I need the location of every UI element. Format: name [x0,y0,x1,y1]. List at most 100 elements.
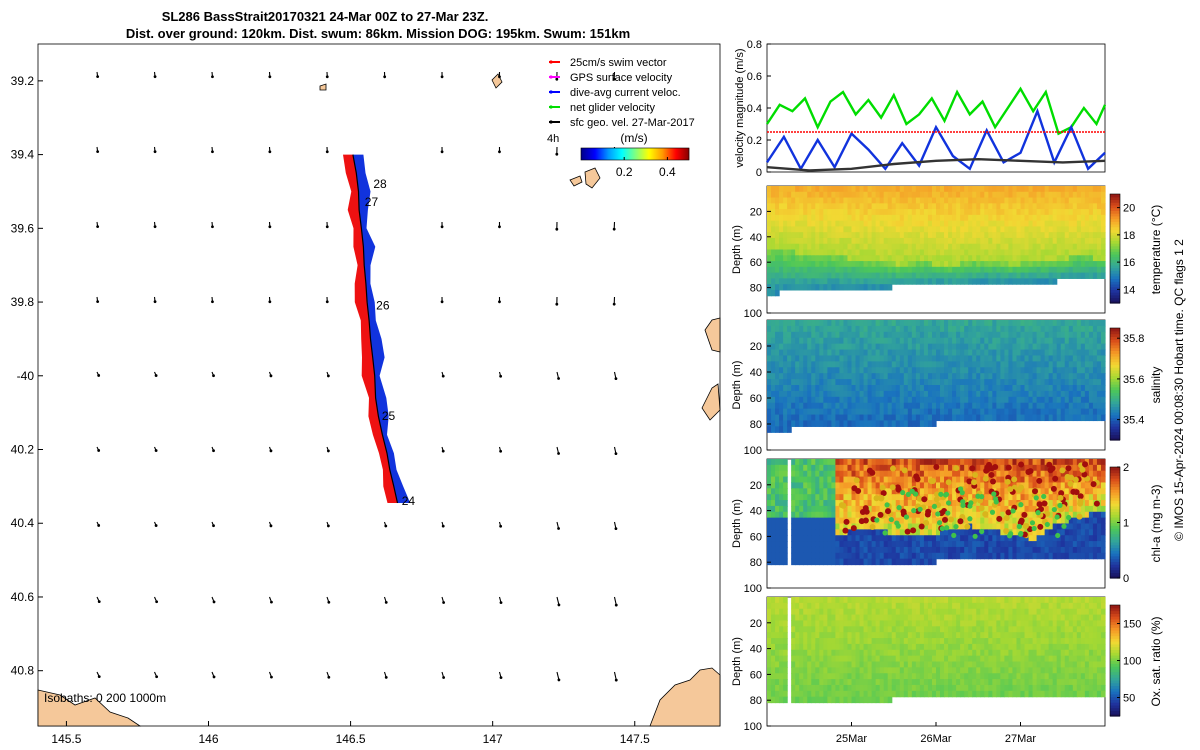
heatmap-cell [891,343,897,351]
heatmap-cell [835,237,841,245]
heatmap-cell [863,396,869,404]
geo-vector-head [384,600,388,604]
heatmap-cell [1060,320,1066,327]
heatmap-cell [1076,249,1082,256]
heatmap-cell [960,249,965,256]
heatmap-cell [919,476,925,484]
heatmap-cell [944,361,949,368]
heatmap-cell [1036,191,1042,199]
heatmap-cell [791,482,796,489]
heatmap-cell [956,343,961,351]
heatmap-cell [795,390,800,398]
heatmap-cell [831,500,836,507]
heatmap-cell [992,511,997,519]
heatmap-cell [915,420,921,427]
heatmap-cell [1080,367,1086,374]
heatmap-cell [931,337,937,345]
colorbar-cell [673,148,675,160]
heatmap-cell [1020,379,1026,386]
heatmap-cell [1084,494,1090,501]
heatmap-cell [948,191,953,199]
colorbar-cell [1110,431,1120,435]
heatmap-cell [839,535,845,542]
heatmap-cell [835,255,841,262]
heatmap-cell [948,325,953,333]
heatmap-cell [783,379,788,386]
heatmap-cell [779,237,784,245]
heatmap-cell [1056,226,1062,233]
heatmap-cell [1076,349,1082,357]
heatmap-cell [879,402,885,410]
bloom-sample [1036,501,1043,508]
heatmap-cell [923,546,929,554]
heatmap-cell [1040,203,1046,210]
heatmap-cell [907,337,913,345]
heatmap-cell [803,220,808,228]
lat-tick-label: 40.8 [11,664,35,678]
heatmap-cell [1020,390,1026,398]
heatmap-cell [919,500,925,507]
heatmap-cell [988,523,993,530]
heatmap-cell [1008,500,1014,507]
heatmap-cell [976,373,981,380]
heatmap-cell [775,272,780,279]
heatmap-cell [847,355,853,362]
colorbar-cell [674,148,676,160]
heatmap-cell [1012,459,1018,466]
heatmap-cell [964,237,969,245]
heatmap-cell [883,390,889,398]
heatmap-cell [911,402,917,410]
colorbar-cell [658,148,660,160]
geo-vector-head [612,77,616,81]
heatmap-cell [1100,367,1106,374]
heatmap-cell [1020,349,1026,357]
heatmap-cell [907,355,913,362]
heatmap-cell [1036,535,1042,542]
heatmap-cell [1012,464,1018,472]
heatmap-cell [803,249,808,256]
heatmap-cell [1036,343,1042,351]
heatmap-cell [907,385,913,392]
heatmap-cell [875,459,881,466]
heatmap-cell [1092,331,1098,339]
heatmap-cell [1100,325,1106,333]
heatmap-cell [1092,367,1098,374]
heatmap-cell [1020,243,1026,251]
heatmap-cell [988,349,993,357]
heatmap-cell [803,390,808,398]
heatmap-cell [1072,535,1078,542]
heatmap-cell [899,243,905,251]
swim-vector-band [343,154,399,503]
heatmap-cell [927,232,933,239]
heatmap-cell [871,414,877,422]
heatmap-cell [891,349,897,357]
heatmap-cell [1020,552,1026,560]
heatmap-cell [1024,349,1030,357]
heatmap-cell [843,214,849,222]
heatmap-cell [891,278,897,285]
heatmap-cell [984,552,989,560]
colorbar-cell [1110,428,1120,433]
heatmap-cell [771,214,776,222]
heatmap-cell [867,226,873,233]
heatmap-cell [779,331,784,339]
heatmap-cell [835,476,841,484]
heatmap-cell [1084,367,1090,374]
heatmap-cell [803,226,808,233]
heatmap-cell [811,529,816,536]
heatmap-cell [903,367,909,374]
heatmap-cell [968,278,973,285]
heatmap-cell [791,226,796,233]
heatmap-cell [952,261,957,268]
heatmap-cell [1088,523,1094,530]
heatmap-cell [984,331,989,339]
heatmap-cell [1088,255,1094,262]
heatmap-cell [960,464,965,472]
heatmap-cell [948,203,953,210]
heatmap-cell [1068,220,1074,228]
heatmap-cell [1048,237,1054,245]
heatmap-cell [887,355,893,362]
heatmap-cell [1084,408,1090,416]
heatmap-cell [807,476,812,484]
heatmap-cell [992,535,997,542]
